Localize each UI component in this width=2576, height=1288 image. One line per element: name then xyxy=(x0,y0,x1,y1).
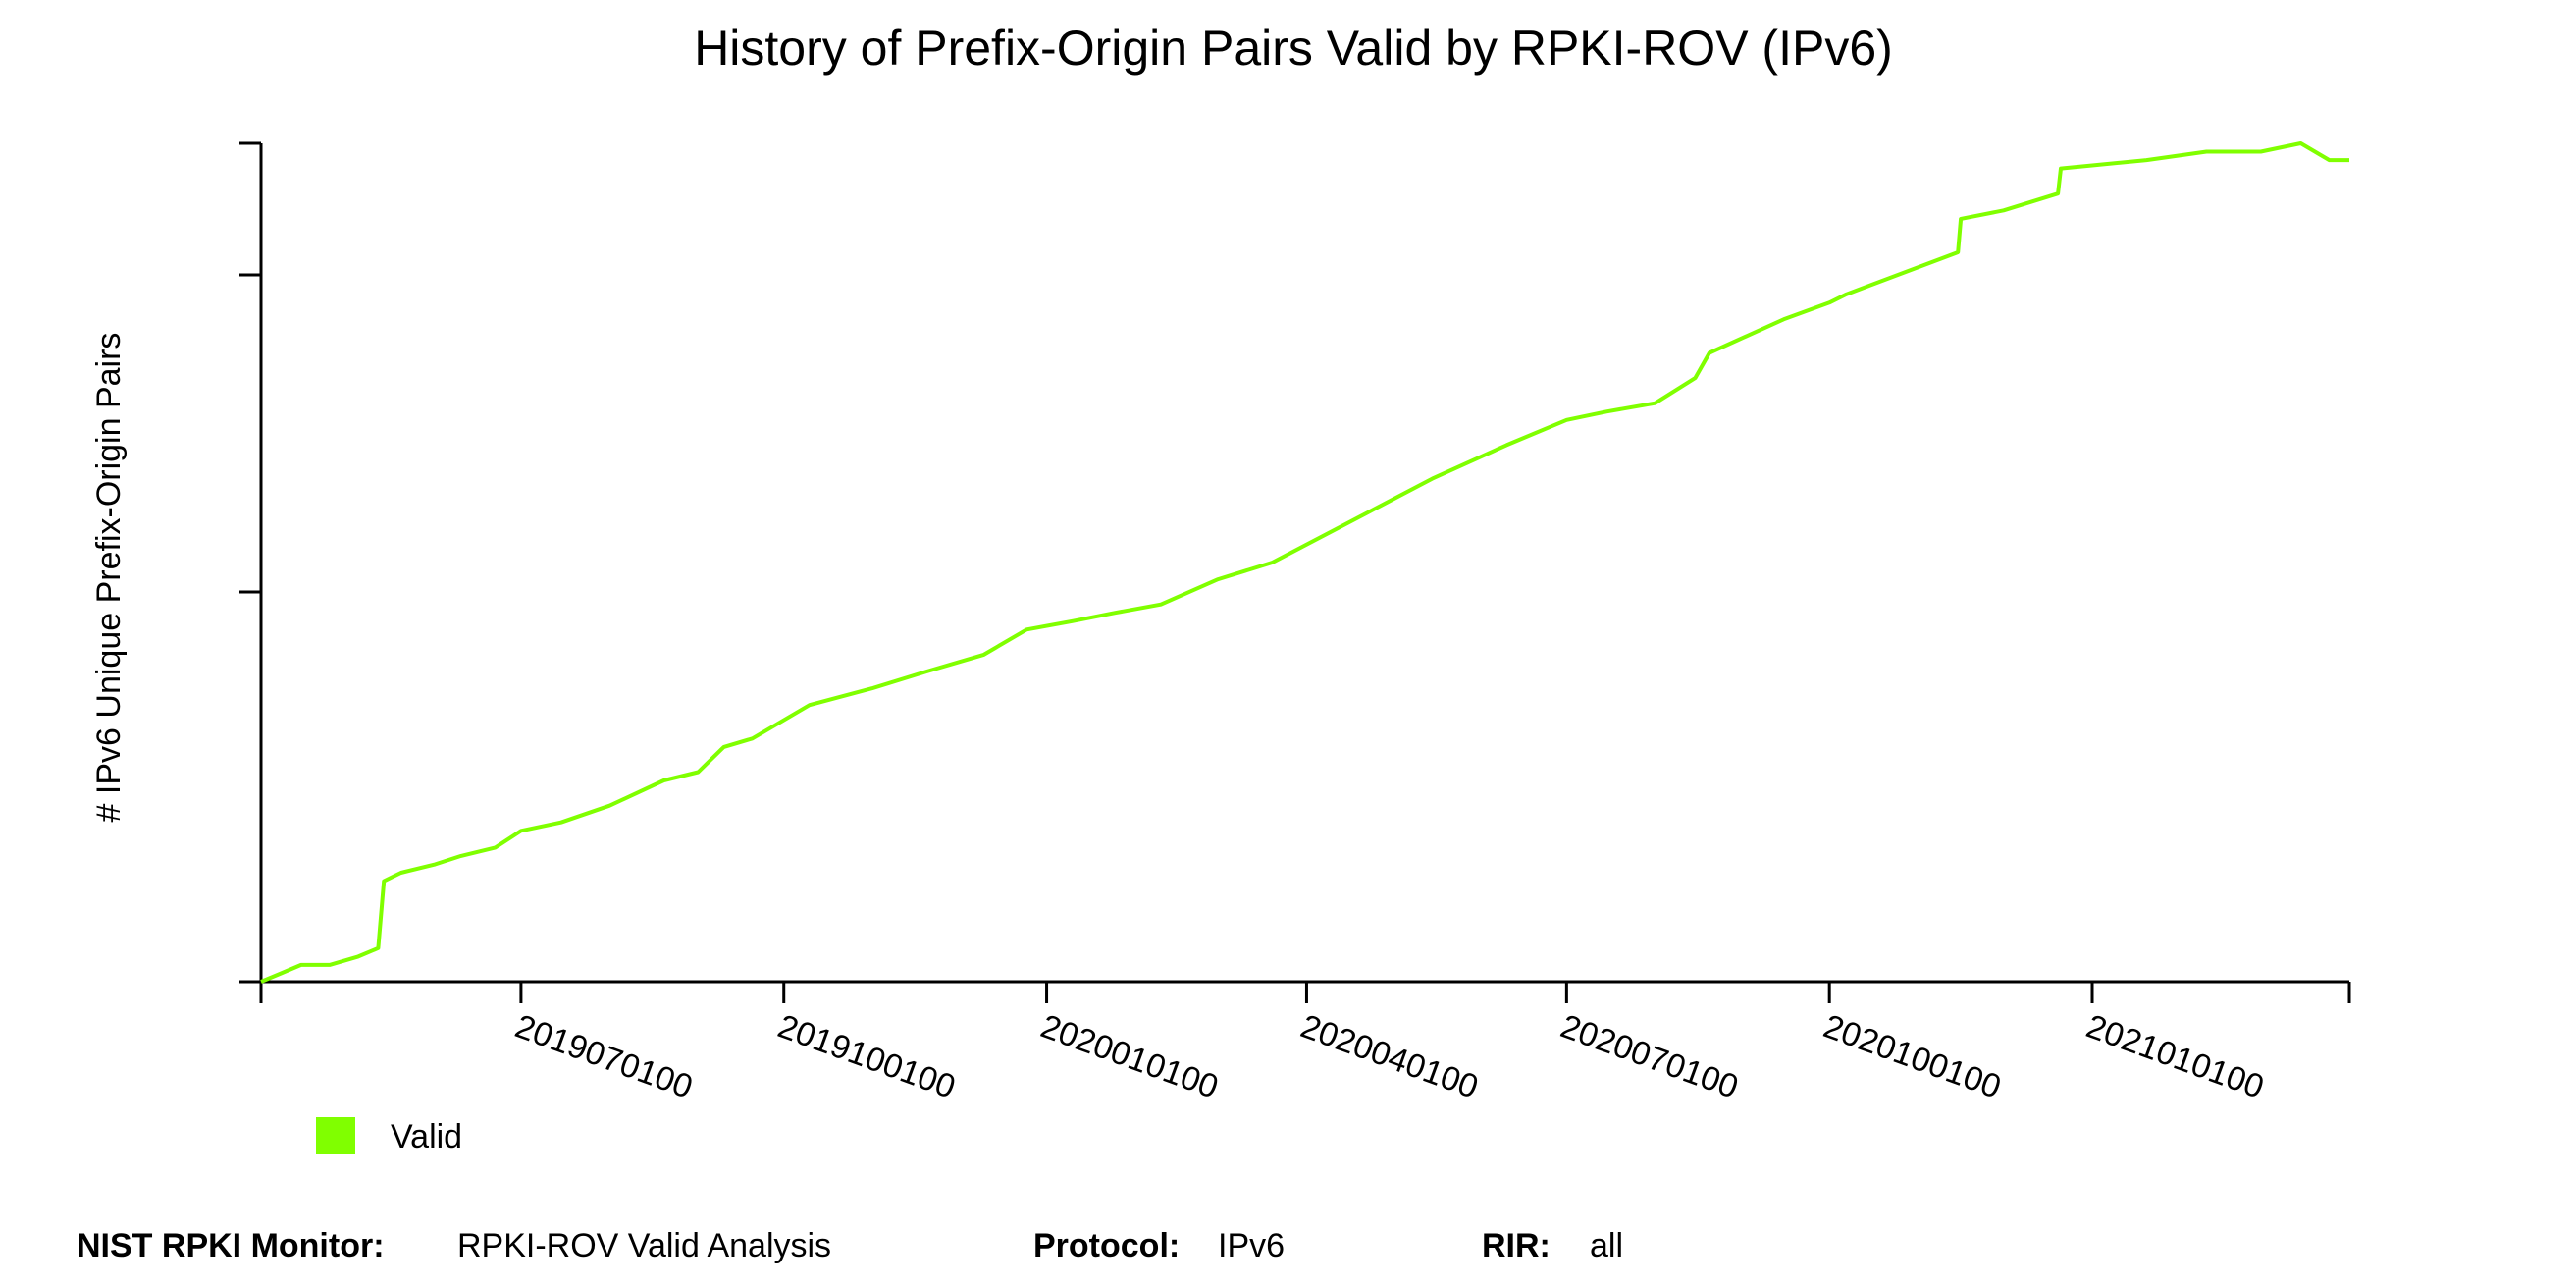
axes xyxy=(259,143,2349,984)
y-axis-ticks xyxy=(239,141,261,984)
x-tick-label: 2020070100 xyxy=(1555,1007,1743,1105)
x-tick-label: 2019070100 xyxy=(510,1007,698,1105)
legend: Valid xyxy=(316,1117,462,1155)
footer-protocol-label: Protocol: xyxy=(1033,1227,1181,1264)
x-tick-label: 2020010100 xyxy=(1036,1007,1224,1105)
x-tick-label: 2019100100 xyxy=(773,1007,961,1105)
footer-monitor-label: NIST RPKI Monitor: xyxy=(77,1227,385,1264)
x-tick-label: 2020040100 xyxy=(1296,1007,1484,1105)
chart-title: History of Prefix-Origin Pairs Valid by … xyxy=(694,21,1893,76)
footer-protocol-value: IPv6 xyxy=(1218,1227,1286,1264)
footer-rir-value: all xyxy=(1590,1227,1624,1264)
series-line-valid xyxy=(260,141,2349,984)
y-axis-label: # IPv6 Unique Prefix-Origin Pairs xyxy=(90,333,128,823)
x-tick-label: 2020100100 xyxy=(1818,1007,2006,1105)
series-layer xyxy=(260,141,2349,984)
x-tick-label: 2021010100 xyxy=(2081,1007,2269,1105)
footer-monitor-value: RPKI-ROV Valid Analysis xyxy=(457,1227,832,1264)
legend-label: Valid xyxy=(391,1118,462,1155)
footer-rir-label: RIR: xyxy=(1482,1227,1551,1264)
legend-swatch xyxy=(316,1117,355,1154)
x-axis-ticks: 2019070100 2019100100 2020010100 2020040100… xyxy=(259,982,2351,1106)
